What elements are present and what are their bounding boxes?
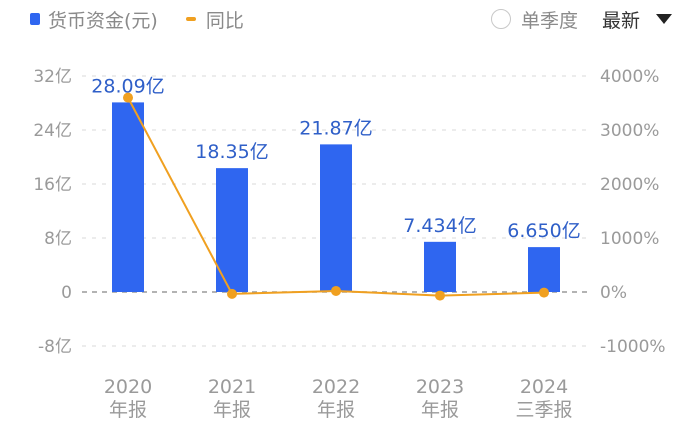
y-right-tick-label: -1000%	[600, 337, 666, 357]
legend-bar-label[interactable]: 货币资金(元)	[48, 9, 158, 32]
y-left-tick-label: 16亿	[33, 175, 72, 195]
bar	[424, 241, 456, 292]
x-axis-period-label: 年报	[109, 399, 147, 421]
bar-value-label: 28.09亿	[91, 75, 164, 97]
y-left-tick-label: 0	[61, 283, 72, 303]
yoy-point	[331, 285, 341, 296]
y-left-tick-label: 8亿	[44, 229, 72, 249]
single-quarter-radio[interactable]	[490, 9, 511, 29]
caret-down-icon[interactable]	[656, 14, 672, 24]
yoy-point	[539, 287, 549, 298]
x-axis-year-label: 2024	[520, 376, 568, 398]
bar-value-label: 7.434亿	[403, 215, 476, 237]
yoy-point	[123, 92, 133, 103]
single-quarter-label[interactable]: 单季度	[520, 9, 578, 32]
x-axis-year-label: 2021	[208, 376, 256, 398]
bar	[320, 144, 352, 292]
y-right-tick-label: 4000%	[600, 67, 659, 87]
y-left-tick-label: 32亿	[33, 67, 72, 87]
legend-line-label[interactable]: 同比	[205, 9, 244, 32]
bar	[528, 247, 560, 292]
x-axis-period-label: 三季报	[515, 399, 572, 421]
x-axis-period-label: 年报	[421, 399, 459, 421]
x-axis-year-label: 2020	[104, 376, 152, 398]
y-right-tick-label: 3000%	[600, 121, 659, 141]
bar-series-swatch	[30, 13, 40, 25]
x-axis-year-label: 2023	[416, 376, 464, 398]
line-series-swatch	[185, 17, 196, 21]
chart-controls: 单季度 最新	[490, 4, 672, 34]
y-left-tick-label: 24亿	[33, 121, 72, 141]
y-right-tick-label: 0%	[600, 283, 627, 303]
yoy-point	[435, 290, 445, 301]
chart-legend: 货币资金(元) 同比	[30, 4, 244, 34]
bar-value-label: 6.650亿	[507, 220, 580, 242]
sort-dropdown-label[interactable]: 最新	[601, 9, 640, 32]
y-left-tick-label: -8亿	[38, 337, 72, 357]
y-right-tick-label: 1000%	[600, 229, 659, 249]
bar	[216, 168, 248, 292]
bar-value-label: 18.35亿	[195, 141, 268, 163]
bar	[112, 102, 144, 292]
yoy-point	[227, 288, 237, 299]
x-axis-period-label: 年报	[213, 399, 251, 421]
x-axis-year-label: 2022	[312, 376, 360, 398]
y-right-tick-label: 2000%	[600, 175, 659, 195]
bar-value-label: 21.87亿	[299, 117, 372, 139]
x-axis-period-label: 年报	[317, 399, 355, 421]
